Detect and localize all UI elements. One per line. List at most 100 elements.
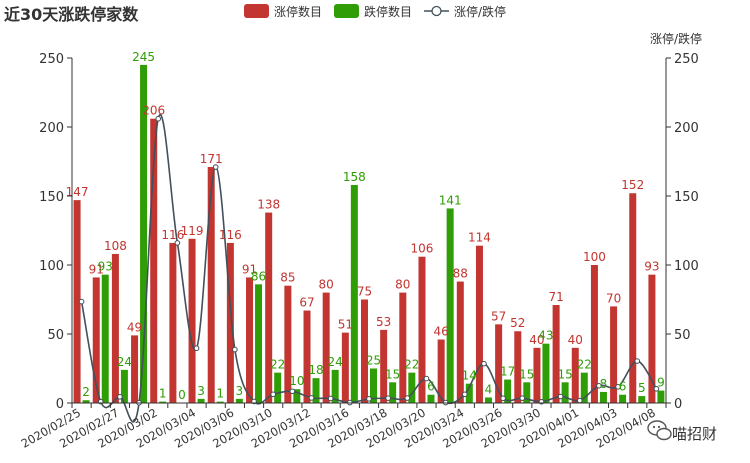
bar-up [552, 305, 560, 403]
data-label-down: 25 [366, 354, 381, 368]
data-label-up: 57 [491, 309, 506, 323]
legend-swatch [334, 4, 359, 18]
data-label-down: 93 [98, 260, 113, 274]
bar-down [389, 382, 397, 403]
ratio-point [557, 393, 564, 400]
bar-down [197, 398, 205, 403]
bar-up [361, 299, 368, 403]
data-label-up: 100 [583, 250, 606, 264]
data-label-down: 43 [538, 329, 553, 343]
legend-item[interactable]: 涨停数目 [244, 4, 322, 19]
bar-up [514, 331, 522, 403]
bar-down [465, 383, 473, 403]
ratio-point [423, 375, 430, 382]
bar-down [255, 284, 263, 403]
data-label-up: 75 [357, 285, 372, 299]
bar-up [73, 200, 81, 403]
ratio-point [327, 395, 334, 402]
data-label-down: 9 [657, 376, 665, 390]
bar-up [629, 193, 637, 403]
bars [73, 64, 665, 404]
data-label-down: 18 [308, 363, 323, 377]
bar-down [580, 372, 588, 403]
data-label-down: 3 [197, 384, 205, 398]
bar-up [418, 256, 426, 403]
y-left-tick-label: 250 [39, 52, 64, 67]
bar-up [571, 347, 579, 403]
bar-up [648, 274, 656, 403]
data-label-down: 158 [343, 170, 366, 184]
y-left-tick-label: 200 [39, 121, 64, 136]
bar-up [207, 167, 215, 403]
y-right-tick-label: 100 [674, 259, 699, 274]
bar-up [284, 285, 292, 403]
data-label-down: 1 [159, 387, 167, 401]
ratio-point [174, 240, 181, 246]
data-label-up: 108 [104, 239, 127, 253]
legend-item[interactable]: 跌停数目 [334, 4, 412, 19]
ratio-point [270, 391, 276, 398]
bar-down [408, 372, 416, 403]
ratio-point [576, 397, 583, 404]
bar-up [226, 242, 234, 403]
legend-item[interactable]: 涨停/跌停 [424, 4, 506, 19]
bar-up [495, 324, 503, 403]
data-label-down: 6 [427, 380, 435, 394]
legend-label: 涨停/跌停 [454, 4, 506, 19]
bar-down [159, 401, 167, 403]
bar-down [599, 391, 607, 403]
bar-up [131, 335, 139, 403]
bar-down [293, 389, 301, 403]
legend-swatch-marker [431, 5, 442, 17]
data-label-up: 88 [453, 267, 468, 281]
bar-down [82, 400, 90, 403]
ratio-point [155, 115, 162, 122]
data-label-down: 3 [236, 384, 244, 398]
legend[interactable]: 涨停数目 跌停数目 涨停/跌停 [244, 4, 506, 19]
ratio-point [212, 164, 219, 170]
data-label-up: 91 [242, 262, 257, 276]
ratio-point [634, 358, 641, 364]
bar-up [380, 329, 388, 403]
bar-down [561, 382, 569, 403]
y-left-tick-label: 100 [39, 259, 64, 274]
bar-down [523, 382, 531, 403]
data-label-down: 22 [404, 358, 419, 372]
ratio-point [615, 384, 621, 390]
data-label-up: 147 [66, 185, 89, 199]
wechat-icon [647, 420, 672, 441]
bar-down [350, 184, 358, 403]
ratio-point [519, 395, 526, 401]
watermark-text: 喵招财 [672, 425, 717, 443]
data-label-up: 71 [548, 290, 563, 304]
right-axis-name: 涨停/跌停 [650, 31, 702, 46]
data-label-up: 46 [434, 325, 449, 339]
ratio-point [289, 388, 296, 395]
data-label-up: 53 [376, 315, 391, 329]
data-label-up: 40 [568, 333, 583, 347]
data-label-down: 10 [289, 374, 304, 388]
ratio-point [117, 393, 123, 400]
bar-down [484, 397, 492, 403]
data-label-up: 85 [280, 271, 295, 285]
data-label-up: 93 [644, 260, 659, 274]
data-label-up: 119 [181, 224, 204, 238]
y-right-tick-label: 200 [674, 121, 699, 136]
ratio-point [193, 345, 200, 352]
y-right-tick-label: 150 [674, 190, 699, 205]
data-label-down: 0 [178, 388, 186, 402]
bar-up [265, 212, 273, 403]
bar-down [120, 369, 128, 403]
bar-down [446, 208, 454, 403]
bar-down [657, 390, 665, 403]
bar-up [188, 238, 196, 403]
bar-up [341, 332, 349, 403]
bar-down [331, 369, 339, 403]
legend-swatch [244, 4, 269, 18]
y-left-tick-label: 50 [47, 328, 64, 343]
ratio-point [653, 385, 660, 392]
bar-down [427, 394, 435, 403]
data-label-down: 245 [132, 50, 155, 64]
bar-up [150, 118, 158, 403]
data-label-down: 24 [117, 355, 132, 369]
